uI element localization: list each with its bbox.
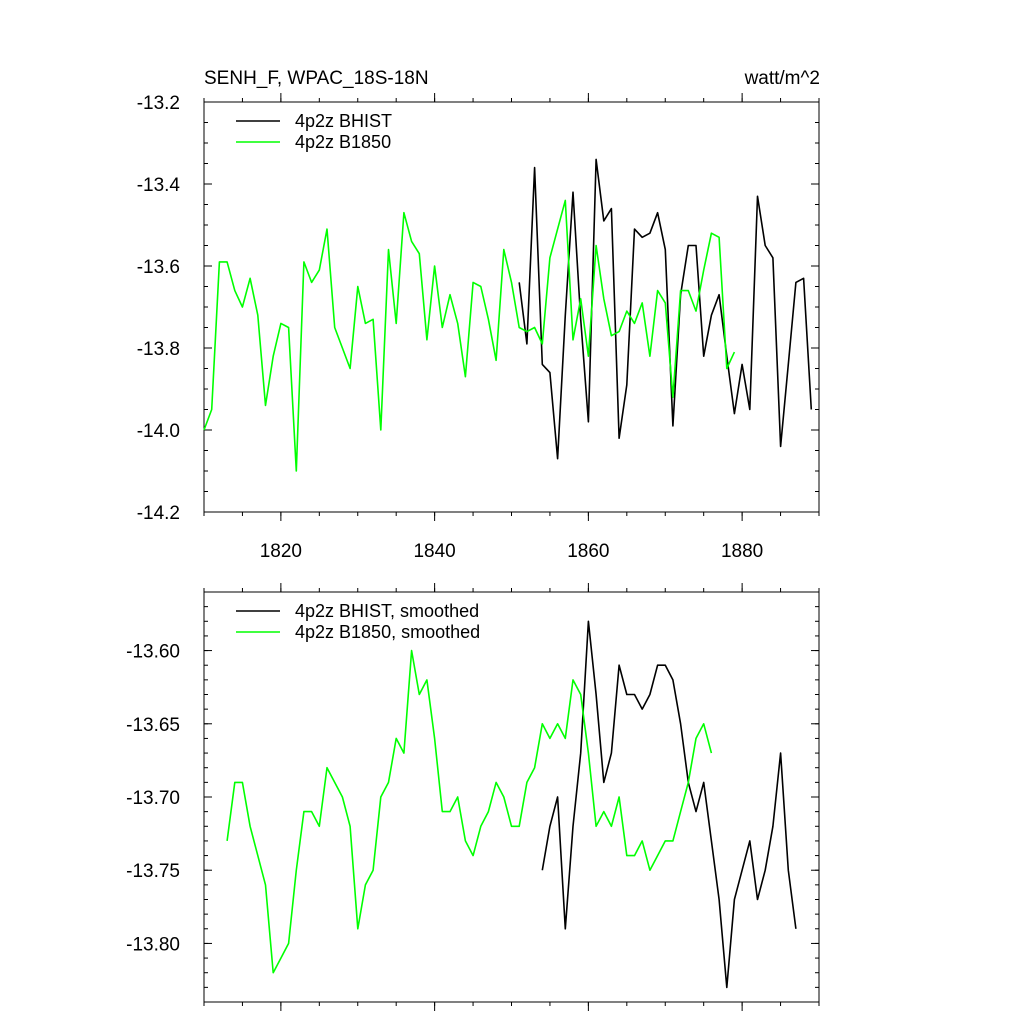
x-tick-label: 1860	[567, 541, 609, 562]
y-tick-label: -13.8	[137, 339, 180, 360]
tick-marks	[203, 583, 820, 1011]
y-tick-labels: -14.2 -14.0 -13.8 -13.6 -13.4 -13.2	[137, 93, 181, 524]
x-tick-label: 1880	[721, 541, 763, 562]
y-tick-label: -14.2	[137, 503, 180, 524]
y-tick-label: -13.4	[137, 175, 181, 196]
y-tick-label: -13.60	[126, 642, 180, 663]
series-line-b1850	[226, 649, 713, 974]
x-tick-label: 1820	[260, 541, 302, 562]
series-lines	[203, 158, 813, 472]
y-tick-labels: -13.80 -13.75 -13.70 -13.65 -13.60	[126, 642, 180, 956]
x-tick-labels: 1820 1840 1860 1880	[260, 541, 764, 562]
series-line-bhist	[518, 158, 813, 460]
series-lines	[226, 620, 797, 989]
x-tick-label: 1840	[413, 541, 455, 562]
y-tick-label: -13.80	[126, 934, 180, 955]
y-tick-label: -13.6	[137, 257, 180, 278]
y-tick-label: -13.2	[137, 93, 180, 114]
bottom-panel: -13.80 -13.75 -13.70 -13.65 -13.60 4p2z BHIS…	[126, 583, 820, 1011]
top-panel: SENH_F, WPAC_18S-18N watt/m^2 -14.2 -14.0…	[137, 68, 820, 562]
y-tick-label: -13.75	[126, 861, 180, 882]
legend-label: 4p2z BHIST, smoothed	[295, 601, 479, 621]
plot-frame	[203, 591, 820, 1003]
tick-marks	[203, 93, 820, 521]
series-line-bhist	[541, 620, 797, 989]
y-tick-label: -13.65	[126, 715, 180, 736]
legend-label: 4p2z B1850	[295, 132, 391, 152]
y-tick-label: -14.0	[137, 421, 180, 442]
chart-units: watt/m^2	[744, 68, 820, 89]
legend-label: 4p2z B1850, smoothed	[295, 622, 480, 642]
legend-label: 4p2z BHIST	[295, 111, 392, 131]
y-tick-label: -13.70	[126, 788, 180, 809]
chart-title: SENH_F, WPAC_18S-18N	[204, 68, 429, 89]
series-line-b1850	[203, 199, 736, 472]
